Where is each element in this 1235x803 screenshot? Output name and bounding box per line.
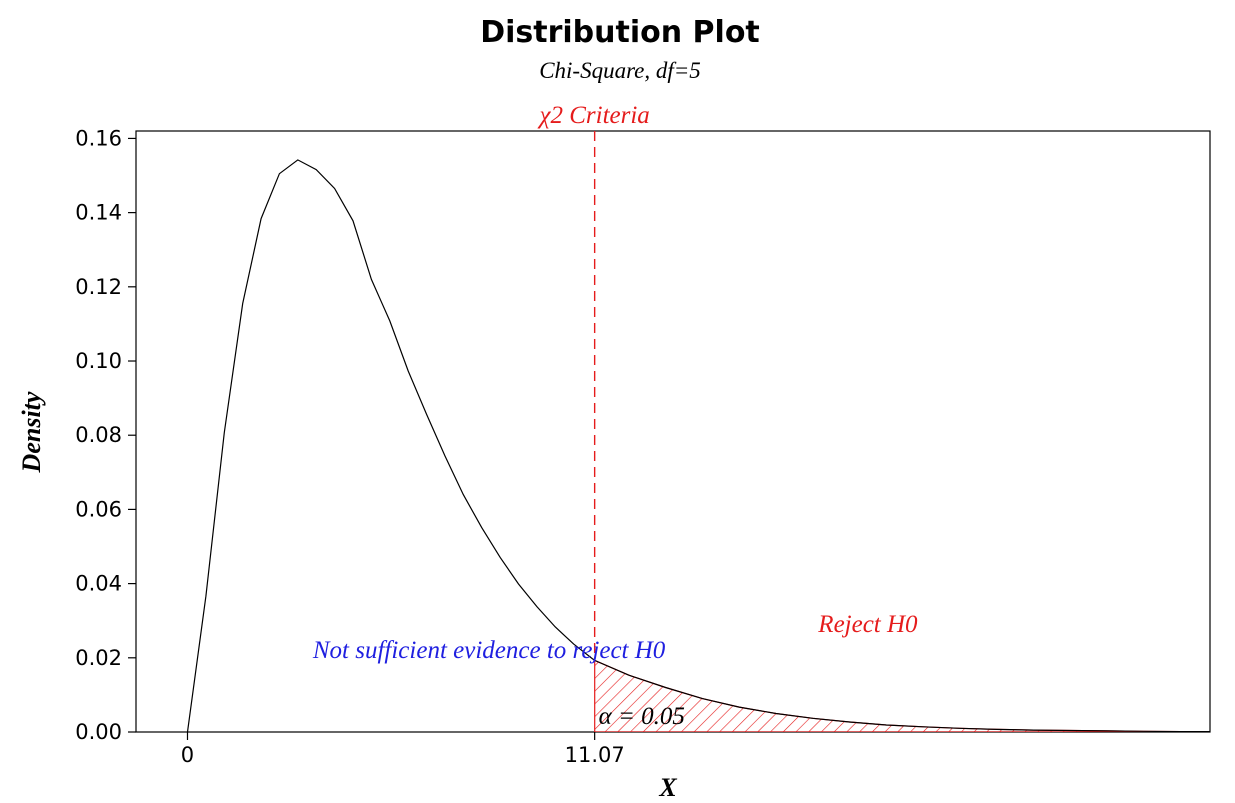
y-tick-label: 0.14 — [75, 201, 122, 225]
y-axis: 0.00 0.02 0.04 0.06 0.08 0.10 0.12 0.14 0.16 — [75, 126, 136, 744]
plot-area-frame — [135, 130, 1211, 733]
y-tick-label: 0.12 — [75, 275, 122, 299]
density-curve — [186, 159, 1210, 732]
critical-value-label: χ2 Criteria — [537, 102, 649, 129]
alpha-label: α = 0.05 — [599, 703, 685, 730]
rejection-region-hatch — [594, 659, 1210, 732]
chart-subtitle: Chi-Square, df=5 — [539, 58, 701, 83]
chart-title: Distribution Plot — [480, 15, 760, 50]
x-axis-label: X — [658, 773, 677, 802]
x-tick-label: 0 — [181, 743, 194, 767]
y-tick-label: 0.00 — [75, 720, 122, 744]
y-tick-label: 0.02 — [75, 646, 122, 670]
y-tick-label: 0.04 — [75, 572, 122, 596]
y-tick-label: 0.16 — [75, 126, 122, 150]
y-tick-label: 0.08 — [75, 423, 122, 447]
reject-region-annotation: Reject H0 — [817, 611, 918, 638]
y-tick-label: 0.10 — [75, 349, 122, 373]
y-axis-label: Density — [17, 391, 46, 473]
x-tick-label: 11.07 — [565, 743, 625, 767]
accept-region-annotation: Not sufficient evidence to reject H0 — [312, 637, 666, 664]
y-tick-label: 0.06 — [75, 497, 122, 521]
x-axis: 0 11.07 — [181, 732, 625, 767]
